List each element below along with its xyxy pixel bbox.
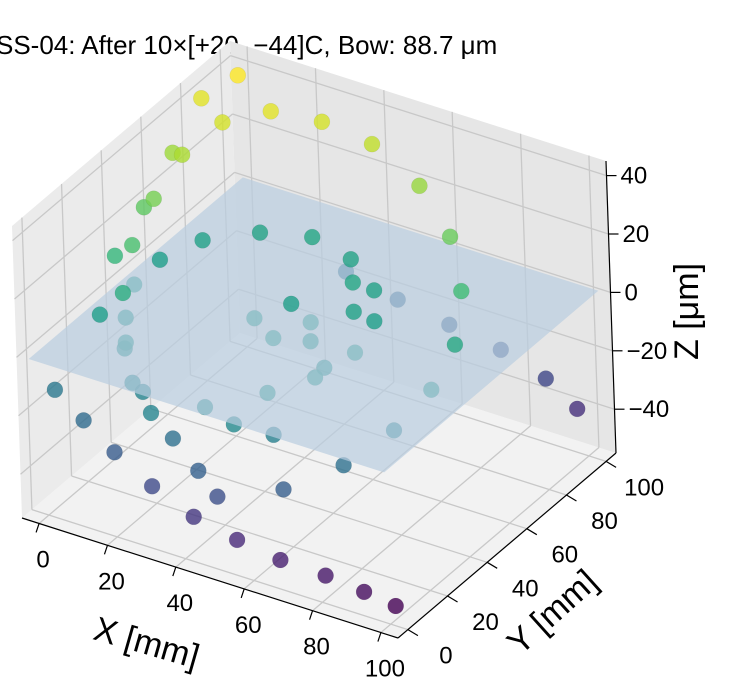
- y-grid-floor: [31, 508, 409, 631]
- data-point: [411, 177, 428, 195]
- data-point: [537, 370, 555, 387]
- x-tick-mark: [35, 523, 40, 533]
- z-axis-line: [605, 160, 617, 454]
- data-point: [344, 274, 362, 291]
- data-point: [568, 400, 586, 418]
- x-tick-mark: [377, 632, 382, 642]
- data-point: [91, 306, 109, 323]
- x-axis-line: [21, 517, 399, 639]
- y-grid-floor: [71, 475, 448, 597]
- data-point: [365, 312, 383, 330]
- y-tick-label: 100: [624, 474, 664, 501]
- data-point: [46, 381, 64, 399]
- data-point: [190, 462, 207, 480]
- data-point: [272, 551, 289, 569]
- data-point: [209, 488, 226, 505]
- data-point: [275, 481, 292, 498]
- y-tick-mark: [407, 629, 419, 637]
- data-point: [75, 412, 92, 429]
- data-point: [106, 247, 124, 265]
- z-grid-left: [12, 55, 231, 242]
- data-point: [142, 404, 160, 422]
- x-tick-label: 100: [365, 656, 405, 683]
- z-tick-label: −40: [629, 396, 670, 423]
- x-tick-label: 20: [98, 568, 125, 595]
- data-point: [355, 583, 373, 601]
- z-tick-label: 0: [625, 279, 638, 306]
- y-tick-label: 60: [551, 542, 578, 569]
- floor-pane: [22, 333, 616, 638]
- y-tick-mark: [526, 528, 538, 536]
- z-tick-label: −20: [627, 338, 668, 365]
- axis-lines: [21, 160, 625, 642]
- y-axis-line: [397, 452, 617, 639]
- data-point: [114, 284, 132, 302]
- y-tick-mark: [447, 595, 458, 603]
- data-point: [173, 146, 191, 163]
- z-grid-back: [232, 113, 609, 235]
- x-tick-mark: [308, 610, 314, 620]
- x-tick-label: 40: [166, 590, 193, 617]
- z-tick-label: 20: [623, 221, 650, 248]
- data-point: [317, 567, 334, 584]
- data-point: [251, 224, 269, 241]
- data-point: [228, 531, 246, 549]
- y-tick-label: 40: [512, 575, 539, 602]
- data-point: [151, 251, 169, 269]
- z-grid-back: [230, 54, 607, 177]
- x-grid-wall: [588, 155, 600, 448]
- x-tick-label: 0: [36, 547, 49, 574]
- fitted-plane: [28, 177, 599, 473]
- data-point: [185, 508, 202, 526]
- y-tick-mark: [605, 460, 617, 468]
- data-point: [342, 250, 360, 268]
- x-tick-mark: [103, 545, 109, 555]
- data-point: [365, 282, 383, 299]
- y-grid-floor: [110, 441, 488, 563]
- data-point: [262, 103, 280, 120]
- z-grid-left: [14, 113, 233, 300]
- data-point: [345, 303, 363, 321]
- z-grid-left: [16, 171, 235, 358]
- data-point: [452, 282, 470, 300]
- y-tick-mark: [486, 561, 498, 569]
- data-point: [193, 90, 210, 107]
- data-point: [363, 135, 381, 153]
- data-point: [282, 295, 300, 313]
- data-point: [303, 228, 321, 246]
- z-axis-label: Z [μm]: [668, 262, 706, 360]
- x-grid-floor: [312, 425, 531, 612]
- data-points-front: [91, 67, 470, 353]
- data-point: [441, 228, 459, 245]
- data-point: [145, 190, 162, 208]
- x-tick-label: 80: [303, 634, 330, 661]
- data-point: [123, 236, 141, 254]
- x-tick-mark: [172, 566, 177, 577]
- x-tick-mark: [240, 588, 245, 599]
- z-tick-label: 40: [621, 163, 648, 190]
- y-tick-label: 80: [591, 508, 618, 535]
- data-point: [313, 113, 331, 131]
- data-point: [229, 67, 247, 84]
- y-grid-wall: [21, 217, 33, 510]
- data-point: [446, 336, 464, 353]
- y-tick-label: 20: [472, 609, 499, 636]
- x-grid-floor: [380, 447, 600, 634]
- y-tick-label: 0: [439, 643, 452, 670]
- data-point: [194, 232, 211, 249]
- data-point: [106, 443, 123, 461]
- x-tick-label: 60: [235, 612, 262, 639]
- data-point: [387, 597, 405, 615]
- z-grid-back: [234, 171, 611, 294]
- y-tick-mark: [566, 494, 577, 502]
- data-point: [164, 430, 182, 447]
- data-point: [143, 477, 161, 495]
- data-point: [214, 114, 231, 131]
